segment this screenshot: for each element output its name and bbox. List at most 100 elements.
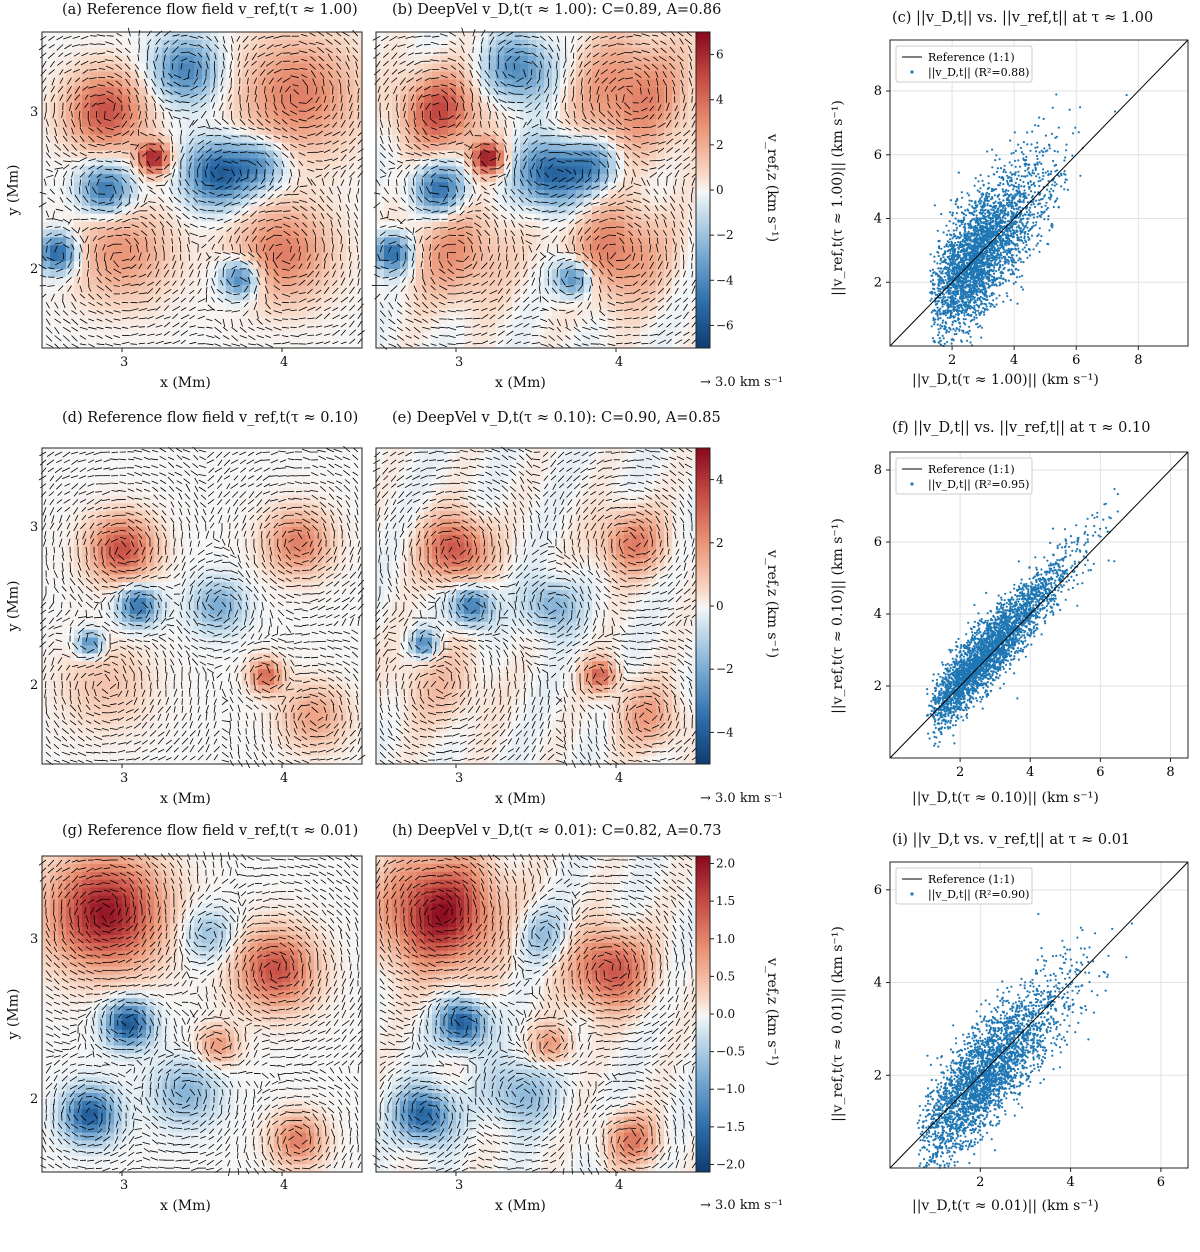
heatmap-cell xyxy=(648,332,657,341)
heatmap-cell xyxy=(354,206,363,215)
velocity-arrow xyxy=(55,227,61,228)
heatmap-cell xyxy=(258,32,267,41)
heatmap-cell xyxy=(322,332,331,341)
heatmap-cell xyxy=(74,261,83,270)
heatmap-cell xyxy=(66,285,75,294)
heatmap-cell xyxy=(384,237,393,246)
heatmap-cell xyxy=(130,72,139,81)
heatmap-cell xyxy=(306,285,315,294)
heatmap-cell xyxy=(114,135,123,144)
heatmap-cell xyxy=(632,87,641,96)
heatmap-cell xyxy=(58,119,67,128)
heatmap-cell xyxy=(218,32,227,41)
heatmap-cell xyxy=(616,158,625,167)
heatmap-cell xyxy=(432,261,441,270)
heatmap-cell xyxy=(218,285,227,294)
heatmap-cell xyxy=(488,174,497,183)
heatmap-cell xyxy=(560,119,569,128)
heatmap-cell xyxy=(512,293,521,302)
heatmap-cell xyxy=(512,332,521,341)
heatmap-cell xyxy=(106,198,115,207)
heatmap-cell xyxy=(432,95,441,104)
heatmap-cell xyxy=(314,174,323,183)
heatmap-cell xyxy=(146,151,155,160)
heatmap-cell xyxy=(512,301,521,310)
heatmap-cell xyxy=(488,127,497,136)
heatmap-cell xyxy=(512,316,521,325)
heatmap-cell xyxy=(106,324,115,333)
heatmap-cell xyxy=(416,261,425,270)
heatmap-cell xyxy=(66,190,75,199)
heatmap-cell xyxy=(584,87,593,96)
heatmap-cell xyxy=(282,64,291,73)
heatmap-cell xyxy=(122,222,131,231)
panel-a-title: (a) Reference flow field v_ref,t(τ ≈ 1.0… xyxy=(62,2,358,18)
heatmap-cell xyxy=(560,143,569,152)
heatmap-cell xyxy=(456,245,465,254)
heatmap-cell xyxy=(464,340,473,349)
heatmap-cell xyxy=(624,340,633,349)
heatmap-cell xyxy=(432,237,441,246)
heatmap-cell xyxy=(218,245,227,254)
heatmap-cell xyxy=(74,111,83,120)
heatmap-cell xyxy=(42,261,51,270)
heatmap-cell xyxy=(576,158,585,167)
heatmap-cell xyxy=(392,253,401,262)
heatmap-cell xyxy=(448,309,457,318)
heatmap-cell xyxy=(82,277,91,286)
heatmap-cell xyxy=(170,48,179,57)
heatmap-cell xyxy=(242,198,251,207)
heatmap-cell xyxy=(424,237,433,246)
heatmap-cell xyxy=(234,301,243,310)
heatmap-cell xyxy=(520,103,529,112)
heatmap-cell xyxy=(424,174,433,183)
heatmap-cell xyxy=(456,174,465,183)
heatmap-cell xyxy=(226,56,235,64)
heatmap-cell xyxy=(672,245,681,254)
heatmap-cell xyxy=(536,48,545,57)
heatmap-cell xyxy=(512,261,521,270)
heatmap-cell xyxy=(456,198,465,207)
heatmap-cell xyxy=(58,103,67,112)
heatmap-cell xyxy=(218,214,227,223)
heatmap-cell xyxy=(392,237,401,246)
heatmap-cell xyxy=(58,56,67,64)
heatmap-cell xyxy=(170,277,179,286)
heatmap-cell xyxy=(432,143,441,152)
heatmap-cell xyxy=(170,293,179,302)
heatmap-cell xyxy=(376,158,385,167)
heatmap-cell xyxy=(608,64,617,73)
heatmap-cell xyxy=(58,182,67,191)
heatmap-cell xyxy=(50,56,59,64)
heatmap-cell xyxy=(306,309,315,318)
heatmap-cell xyxy=(202,95,211,104)
heatmap-cell xyxy=(488,166,497,175)
heatmap-cell xyxy=(632,127,641,136)
heatmap-cell xyxy=(576,166,585,175)
heatmap-cell xyxy=(448,253,457,262)
heatmap-cell xyxy=(234,253,243,262)
heatmap-cell xyxy=(66,135,75,144)
heatmap-cell xyxy=(338,64,347,73)
heatmap-cell xyxy=(258,40,267,49)
heatmap-cell xyxy=(504,261,513,270)
heatmap-cell xyxy=(330,237,339,246)
heatmap-cell xyxy=(400,309,409,318)
heatmap-cell xyxy=(520,253,529,262)
heatmap-cell xyxy=(440,301,449,310)
heatmap-cell xyxy=(170,285,179,294)
heatmap-cell xyxy=(448,79,457,88)
heatmap-cell xyxy=(354,127,363,136)
heatmap-cell xyxy=(282,237,291,246)
heatmap-cell xyxy=(400,253,409,262)
heatmap-cell xyxy=(432,316,441,325)
heatmap-cell xyxy=(322,293,331,302)
heatmap-cell xyxy=(282,285,291,294)
heatmap-cell xyxy=(194,206,203,215)
heatmap-cell xyxy=(648,95,657,104)
heatmap-cell xyxy=(680,190,689,199)
heatmap-cell xyxy=(552,261,561,270)
heatmap-cell xyxy=(376,166,385,175)
heatmap-cell xyxy=(472,72,481,81)
heatmap-cell xyxy=(440,285,449,294)
